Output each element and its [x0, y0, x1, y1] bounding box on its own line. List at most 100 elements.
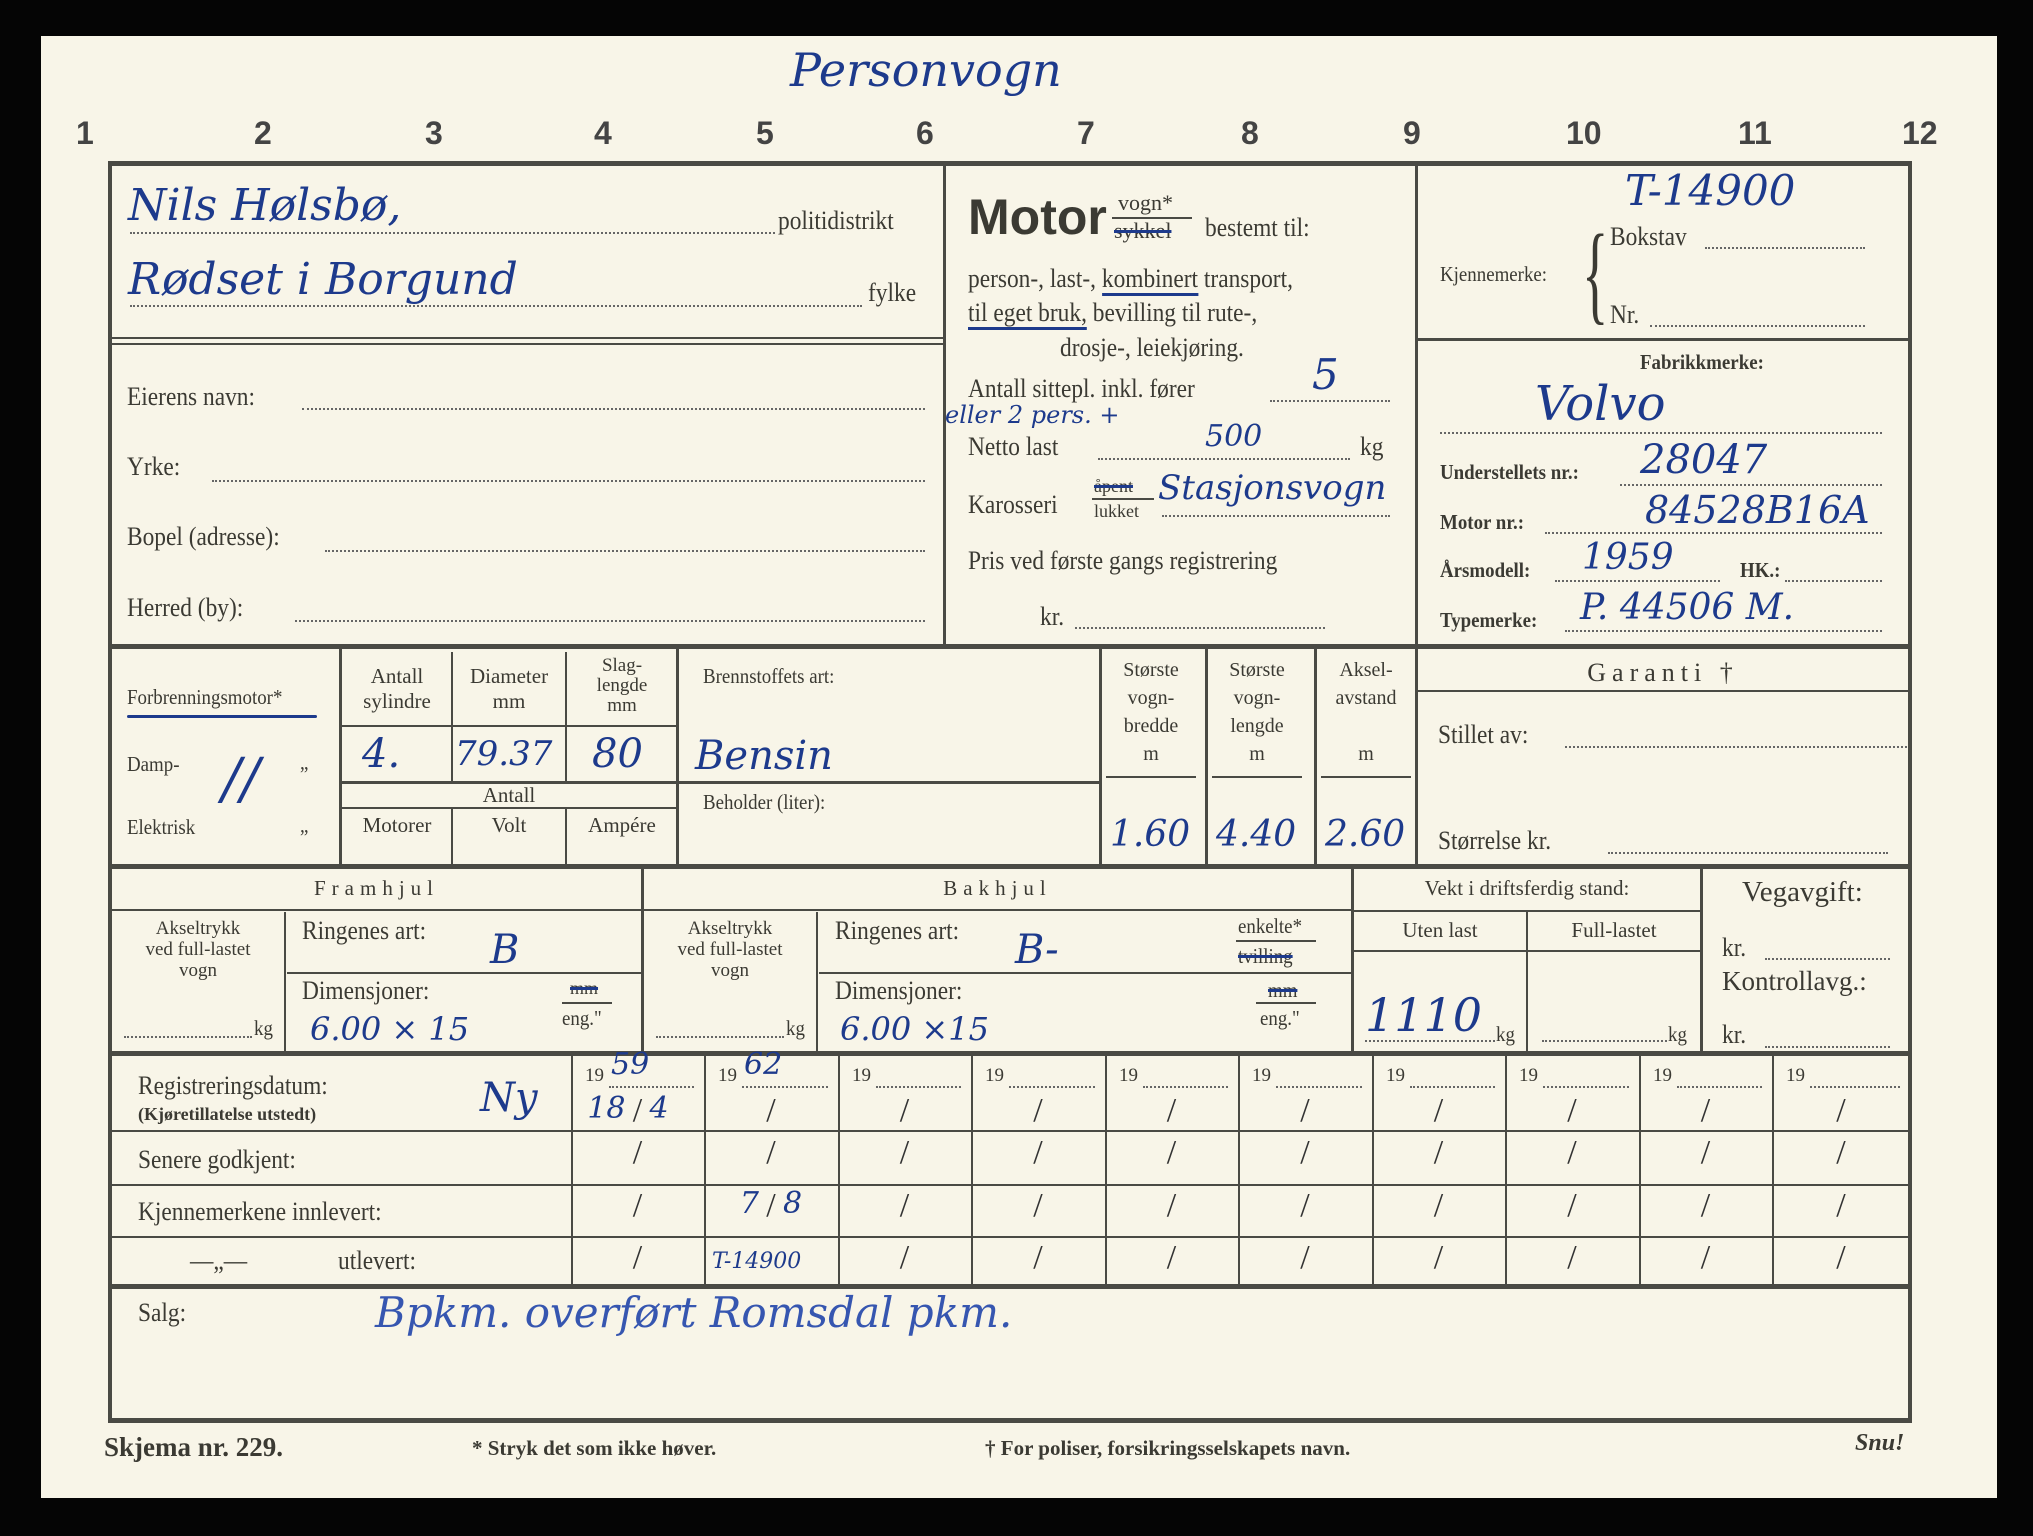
date-slash: / — [1836, 1187, 1846, 1224]
seats-value: 5 — [1312, 350, 1339, 399]
type-value: P. 44506 M. — [1580, 587, 1795, 628]
net-load-field[interactable] — [1098, 458, 1350, 460]
year-prefix: 19 — [718, 1065, 737, 1086]
fraction-line — [1256, 1002, 1316, 1004]
price-label: Pris ved første gangs registrering — [968, 546, 1278, 575]
occupation-field[interactable] — [212, 480, 925, 482]
guarantee-amount-field[interactable] — [1608, 852, 1888, 854]
divider — [676, 647, 679, 867]
date-slash: / — [1033, 1092, 1043, 1129]
politidistrikt-field[interactable] — [130, 232, 775, 234]
date-slash: / — [1033, 1134, 1043, 1171]
bokstav-field[interactable] — [1705, 247, 1865, 249]
make-field[interactable] — [1440, 432, 1882, 434]
divider — [1526, 912, 1528, 1052]
type-field[interactable] — [1565, 630, 1882, 632]
rear-axle-load-unit: kg — [786, 1016, 805, 1040]
net-load-unit: kg — [1360, 432, 1384, 461]
issued-by-field[interactable] — [1565, 746, 1907, 748]
divider — [1351, 867, 1354, 1054]
divider — [1205, 647, 1208, 867]
motor-label: Motor — [968, 189, 1107, 245]
stroke-value: 80 — [592, 731, 643, 777]
handwritten-title: Personvogn — [790, 43, 1062, 97]
front-wheels-title: Framhjul — [314, 876, 439, 900]
cylinders-label: Antall sylindre — [342, 664, 452, 714]
turn-over-note: Snu! — [1855, 1430, 1905, 1456]
length-label-line: Største — [1229, 659, 1285, 681]
tank-label: Beholder (liter): — [703, 790, 826, 814]
label-line: Akseltrykk — [155, 918, 241, 939]
municipality-field[interactable] — [295, 620, 925, 622]
seats-field[interactable] — [1270, 400, 1390, 402]
address-field[interactable] — [325, 550, 925, 552]
length-label-line: vogn- — [1233, 687, 1281, 709]
divider — [339, 647, 342, 867]
column-divider — [1639, 1054, 1641, 1286]
divider — [1418, 338, 1908, 341]
nr-field[interactable] — [1650, 325, 1865, 327]
owner-name-label: Eierens navn: — [127, 382, 256, 411]
municipality-label: Herred (by): — [127, 593, 244, 622]
motors-label: Motorer — [362, 813, 432, 837]
fylke-value: Rødset i Borgund — [128, 254, 518, 305]
rear-axle-load-field[interactable] — [656, 1036, 784, 1038]
chassis-field[interactable] — [1620, 484, 1882, 486]
purpose-text: person-, last-, — [968, 264, 1102, 293]
engine-number-field[interactable] — [1545, 532, 1882, 534]
divider — [451, 808, 453, 866]
sykkel-option: sykkel — [1114, 218, 1172, 243]
date-slash: / — [766, 1134, 776, 1171]
date-slash: / — [899, 1187, 910, 1224]
new-note: Ny — [480, 1075, 538, 1121]
weight-empty-field[interactable] — [1365, 1040, 1495, 1042]
year-prefix: 19 — [852, 1065, 871, 1086]
frame-left — [108, 163, 112, 1421]
control-fee-kr: kr. — [1722, 1020, 1747, 1049]
label-line: sylindre — [363, 689, 431, 713]
date-slash: / — [1836, 1134, 1846, 1171]
stroke-label: Slag-lengde mm — [567, 656, 677, 716]
column-number: 10 — [1566, 115, 1602, 151]
weight-full-field[interactable] — [1542, 1040, 1667, 1042]
price-field[interactable] — [1075, 627, 1325, 629]
hp-field[interactable] — [1785, 580, 1882, 582]
electric-label: Elektrisk — [127, 815, 196, 839]
column-number: 2 — [254, 115, 272, 151]
divider — [284, 912, 286, 1052]
year-prefix: 19 — [1386, 1065, 1405, 1086]
body-label: Karosseri — [968, 490, 1058, 519]
divider — [1106, 776, 1196, 778]
year-prefix: 19 — [585, 1065, 604, 1086]
divider — [565, 652, 567, 782]
engine-number-value: 84528B16A — [1645, 488, 1870, 532]
divider — [1415, 163, 1418, 647]
ditto-mark: „ — [300, 813, 309, 837]
date-slash: / — [1033, 1187, 1043, 1224]
guarantee-amount-label: Størrelse kr. — [1438, 826, 1552, 855]
road-tax-field[interactable] — [1765, 958, 1890, 960]
owner-name-field[interactable] — [302, 408, 925, 410]
control-fee-field[interactable] — [1765, 1046, 1890, 1048]
body-field[interactable] — [1162, 515, 1390, 517]
purpose-line-3: drosje-, leiekjøring. — [1060, 333, 1244, 362]
date-slash: / — [1300, 1092, 1310, 1129]
fylke-label: fylke — [868, 278, 917, 307]
column-divider — [1238, 1054, 1240, 1286]
front-axle-load-field[interactable] — [124, 1036, 252, 1038]
year-field — [1009, 1086, 1095, 1088]
year-field[interactable] — [1555, 580, 1720, 582]
year-value: 1959 — [1582, 537, 1674, 578]
fraction-line — [1092, 498, 1154, 500]
fylke-field[interactable] — [130, 305, 862, 307]
divider — [1354, 910, 1700, 912]
address-label: Bopel (adresse): — [127, 522, 280, 551]
ditto-mark: —„— — [190, 1246, 248, 1275]
year-prefix: 19 — [985, 1065, 1004, 1086]
divider — [641, 867, 644, 1054]
rear-wheels-title: Bakhjul — [943, 876, 1052, 900]
weight-full-label: Full-lastet — [1571, 918, 1657, 942]
row-label-registration-date: Registreringsdatum: — [138, 1071, 328, 1100]
year-field — [1810, 1086, 1900, 1088]
date-slash: / — [1567, 1092, 1577, 1129]
